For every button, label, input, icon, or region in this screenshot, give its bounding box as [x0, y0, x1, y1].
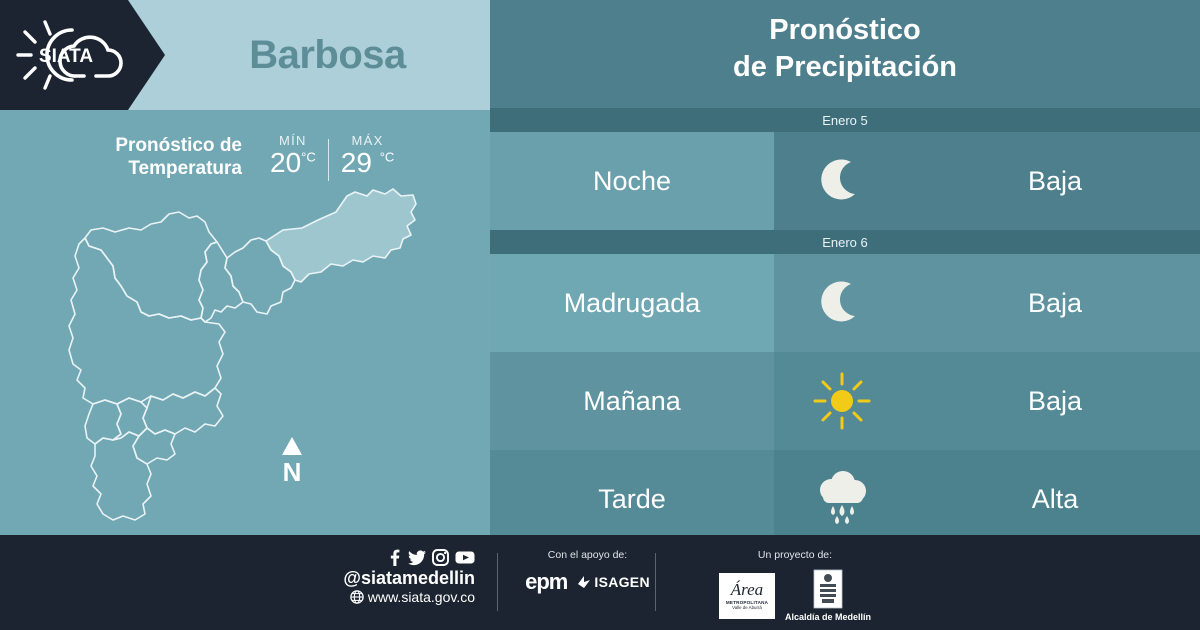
globe-icon: [350, 589, 364, 604]
date-band-enero-5: Enero 5: [490, 108, 1200, 132]
area-logo-line2: METROPOLITANA: [725, 600, 769, 605]
sun-icon: [813, 372, 871, 430]
alcaldia-medellin-logo: Alcaldía de Medellín: [785, 569, 871, 622]
map-region-bello: [84, 211, 218, 321]
temperature-title-line2: Temperatura: [128, 158, 242, 179]
isagen-mark-icon: [578, 576, 591, 588]
forecast-level-cell: Baja: [910, 254, 1200, 352]
youtube-icon[interactable]: [455, 549, 475, 566]
moon-icon: [821, 281, 855, 322]
forecast-period-label: Madrugada: [563, 287, 701, 318]
forecast-icon-cell: [774, 254, 910, 352]
forecast-period-cell: Mañana: [490, 352, 774, 450]
forecast-level-cell: Baja: [910, 132, 1200, 230]
forecast-period-cell: Noche: [490, 132, 774, 230]
footer-divider: [497, 553, 498, 611]
alcaldia-label: Alcaldía de Medellín: [784, 612, 872, 622]
forecast-level-label: Baja: [1027, 165, 1083, 196]
page-title: Barbosa: [249, 32, 406, 77]
temperature-title-line1: Pronóstico de: [115, 134, 242, 156]
moon-icon: [821, 159, 855, 200]
precipitation-title-line2: de Precipitación: [732, 51, 957, 84]
area-logo-line3: Valle de Aburrá: [732, 605, 762, 610]
map-region-girardota: [224, 237, 296, 315]
forecast-row: Mañana: [490, 352, 1200, 450]
siata-logo-text: SIATA: [39, 46, 93, 67]
precipitation-title: Pronóstico de Precipitación: [490, 12, 1200, 86]
precipitation-title-line1: Pronóstico: [769, 14, 921, 46]
project-caption: Un proyecto de:: [757, 549, 833, 561]
isagen-logo: ISAGEN: [594, 574, 650, 590]
forecast-period-label: Noche: [592, 165, 672, 196]
footer-divider: [655, 553, 656, 611]
website-line[interactable]: www.siata.gov.co: [330, 589, 475, 605]
map-region-caldas: [90, 431, 152, 521]
website-url: www.siata.gov.co: [367, 588, 475, 605]
facebook-icon[interactable]: [387, 549, 402, 566]
area-metropolitana-logo: Área METROPOLITANA Valle de Aburrá: [718, 572, 775, 619]
temperature-max: MÁX 29 °C: [329, 133, 407, 177]
temperature-min-value: 20°C: [270, 149, 316, 177]
forecast-level-label: Baja: [1027, 385, 1083, 416]
temperature-max-value: 29 °C: [341, 149, 395, 177]
north-letter: N: [282, 457, 302, 487]
header-bar: SIATA Barbosa: [0, 0, 490, 110]
forecast-period-label: Tarde: [598, 483, 666, 514]
forecast-icon-cell: [774, 450, 910, 548]
temperature-summary: Pronóstico de Temperatura MÍN 20°C MÁX 2…: [60, 122, 440, 192]
temperature-min-label: MÍN: [279, 133, 307, 148]
forecast-row: Tarde: [490, 450, 1200, 548]
forecast-level-cell: Alta: [910, 450, 1200, 548]
support-block: Con el apoyo de: epm ISAGEN: [510, 549, 665, 595]
forecast-icon-cell: [774, 352, 910, 450]
social-handle[interactable]: @siatamedellin: [343, 568, 475, 588]
temperature-min: MÍN 20°C: [258, 133, 328, 177]
temperature-min-unit: °C: [301, 149, 316, 165]
map-region-medellin: [68, 237, 226, 405]
temperature-max-number: 29: [340, 147, 372, 178]
map-region-envigado: [142, 387, 224, 435]
social-block: @siatamedellin www.siata.gov.co: [330, 549, 475, 605]
area-logo-wordmark: Área: [730, 580, 764, 599]
temperature-title: Pronóstico de Temperatura: [60, 134, 242, 180]
temperature-values: MÍN 20°C MÁX 29 °C: [258, 133, 406, 181]
precipitation-panel: Pronóstico de Precipitación Enero 5 Noch…: [490, 0, 1200, 548]
support-caption: Con el apoyo de:: [547, 549, 628, 561]
forecast-rows: Enero 5 Noche Baja Enero 6 Madrugad: [490, 108, 1200, 548]
forecast-level-label: Alta: [1031, 483, 1079, 514]
footer-bar: @siatamedellin www.siata.gov.co Con el a…: [0, 535, 1200, 630]
north-arrow-icon: [282, 437, 302, 455]
forecast-period-label: Mañana: [583, 385, 681, 416]
rain-cloud-icon: [820, 471, 866, 524]
siata-logo-icon: SIATA: [16, 20, 123, 90]
project-logos: Área METROPOLITANA Valle de Aburrá: [700, 569, 890, 622]
aburra-valley-map: [55, 182, 455, 527]
alcaldia-crest-icon: [813, 569, 843, 609]
temperature-max-label: MÁX: [351, 133, 384, 148]
project-block: Un proyecto de: Área METROPOLITANA Valle…: [700, 549, 890, 622]
epm-logo: epm: [525, 569, 568, 594]
temperature-min-number: 20: [270, 147, 302, 178]
date-band-enero-6: Enero 6: [490, 230, 1200, 254]
forecast-period-cell: Tarde: [490, 450, 774, 548]
forecast-icon-cell: [774, 132, 910, 230]
instagram-icon[interactable]: [432, 549, 449, 566]
map-region-barbosa: [265, 188, 417, 283]
north-arrow-indicator: N: [272, 435, 312, 490]
temperature-divider: [327, 139, 329, 181]
forecast-level-cell: Baja: [910, 352, 1200, 450]
forecast-row: Noche Baja: [490, 132, 1200, 230]
forecast-period-cell: Madrugada: [490, 254, 774, 352]
social-icons: [330, 549, 475, 566]
twitter-icon[interactable]: [408, 549, 426, 566]
temperature-panel: Pronóstico de Temperatura MÍN 20°C MÁX 2…: [0, 110, 490, 535]
temperature-max-unit: °C: [379, 149, 395, 165]
forecast-row: Madrugada Baja: [490, 254, 1200, 352]
forecast-level-label: Baja: [1027, 287, 1083, 318]
support-logos: epm ISAGEN: [510, 569, 665, 595]
